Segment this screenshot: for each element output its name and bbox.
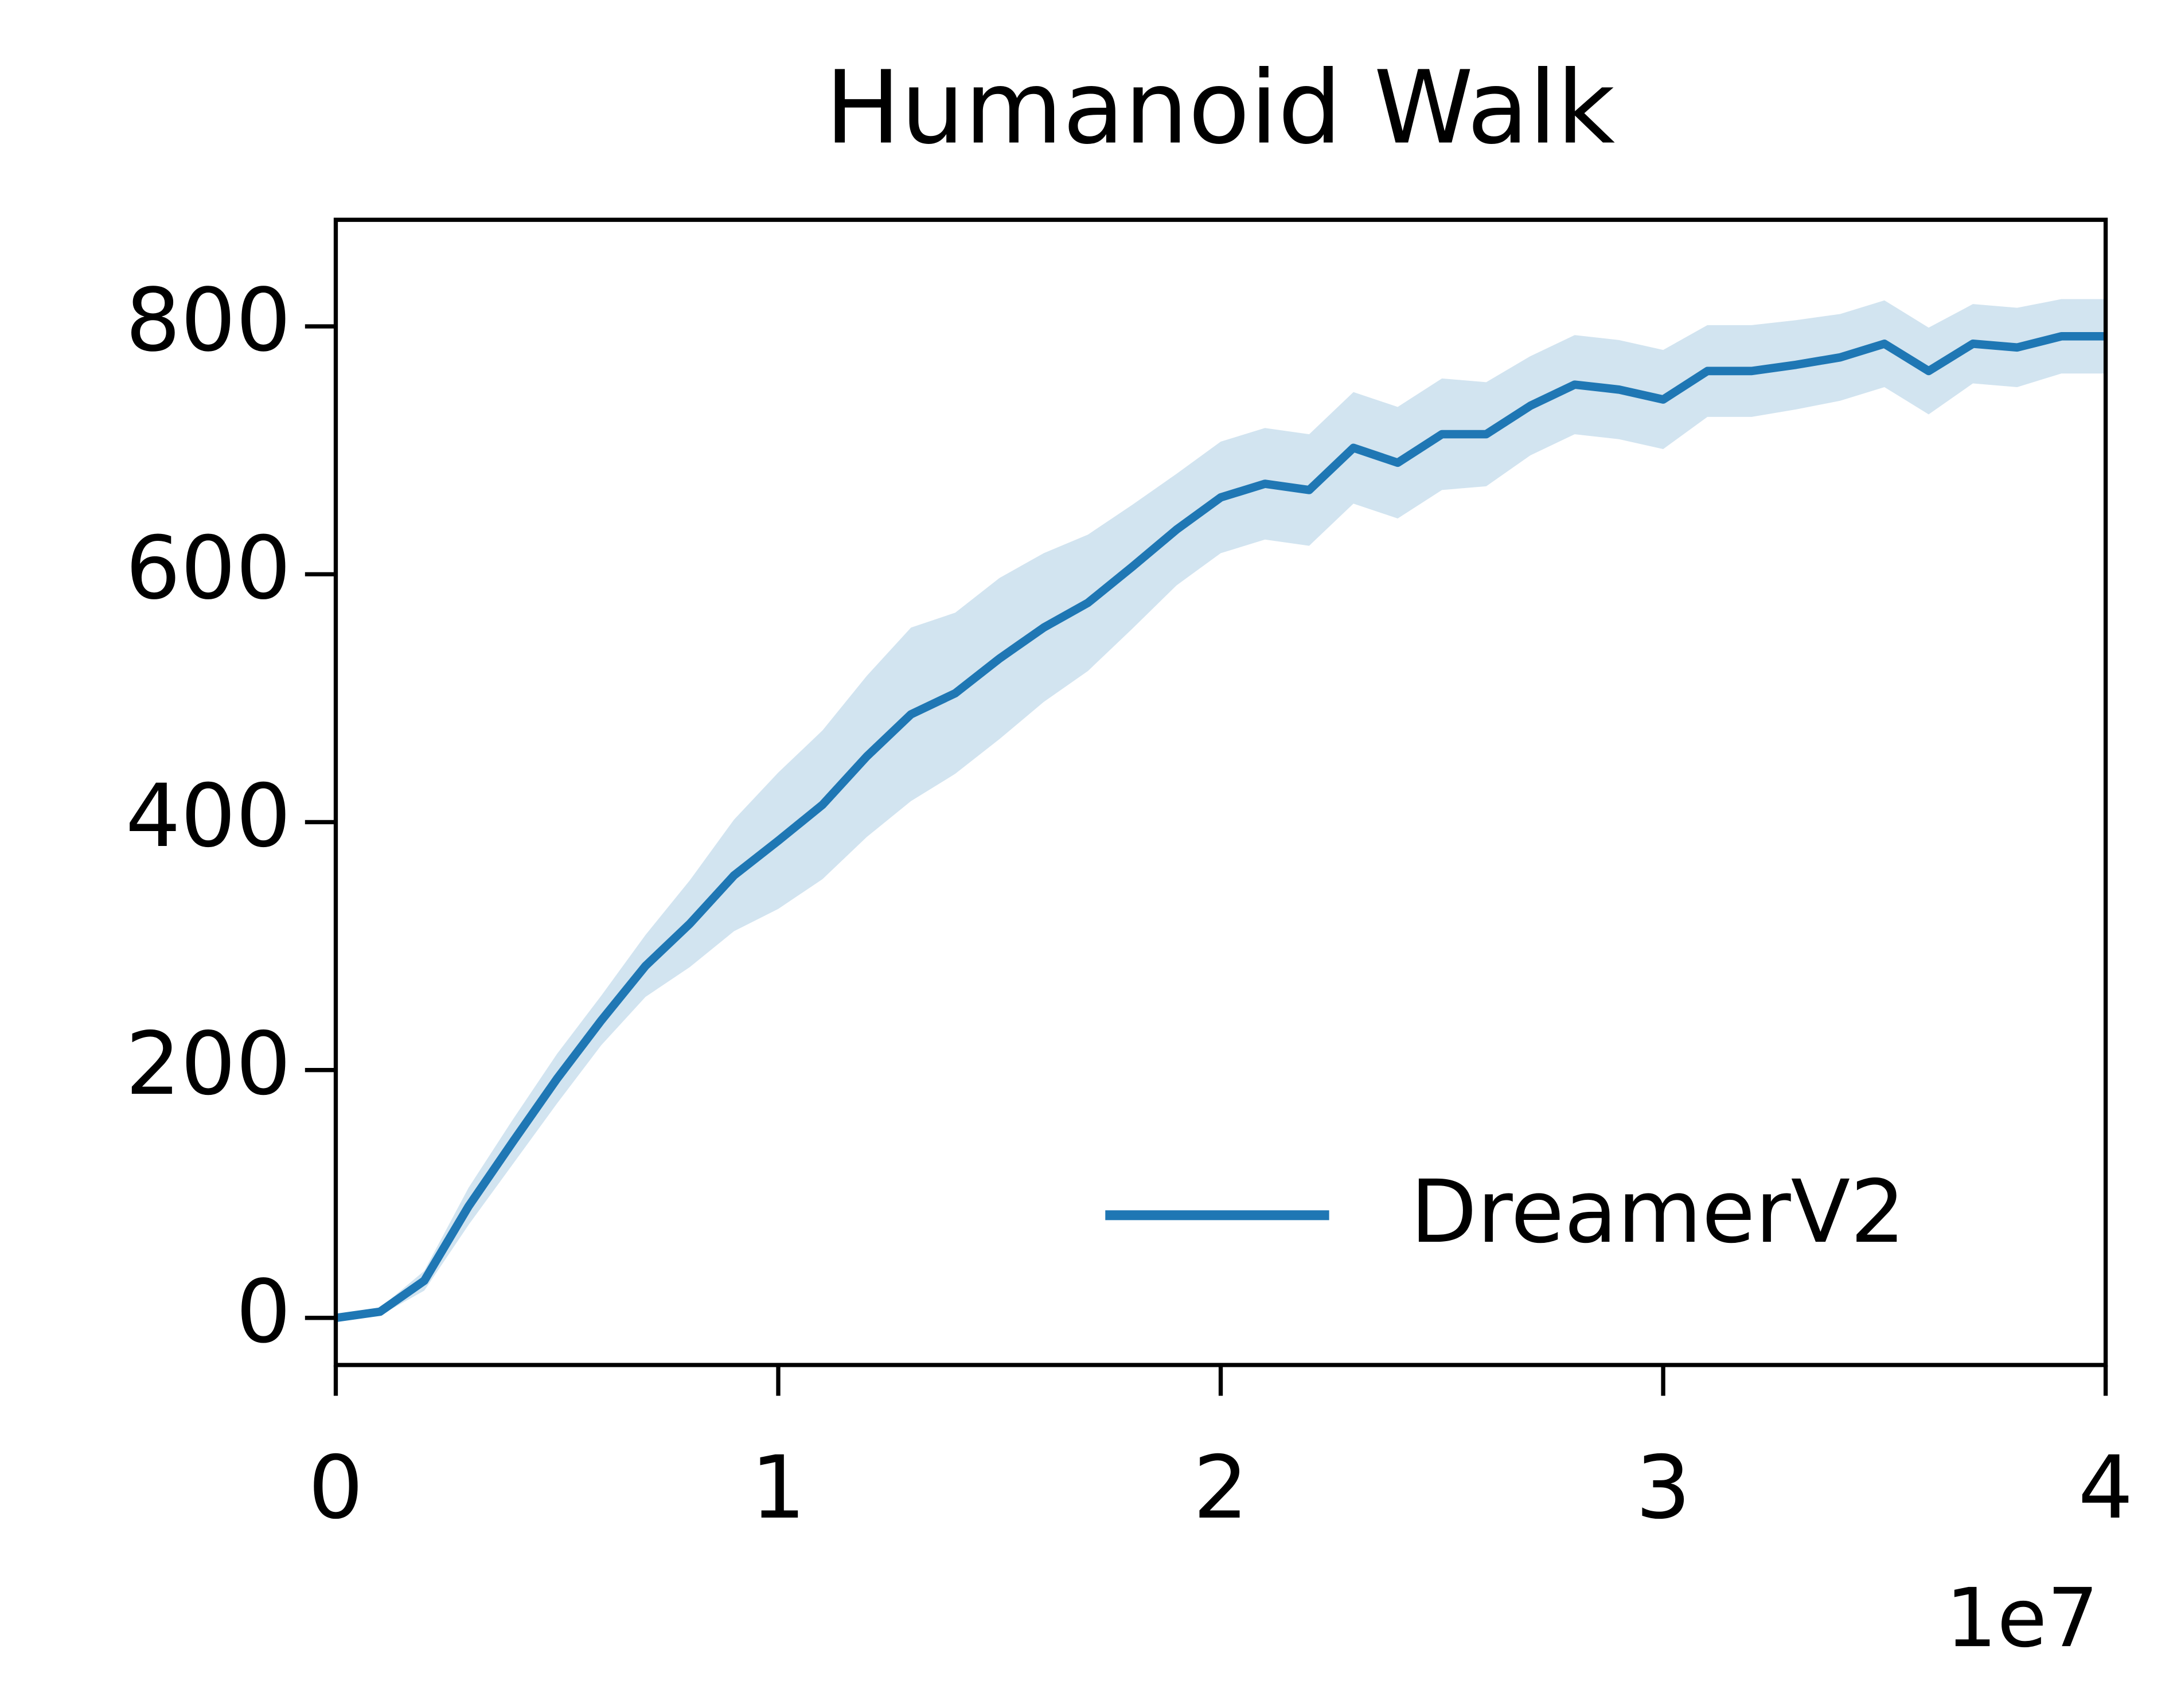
- x-tick-label: 0: [308, 1437, 363, 1538]
- x-tick-label: 1: [751, 1437, 806, 1538]
- legend-label: DreamerV2: [1410, 1161, 1905, 1262]
- confidence-band: [335, 299, 2106, 1318]
- y-tick-label: 400: [126, 766, 291, 867]
- y-tick-label: 0: [236, 1261, 291, 1362]
- x-tick-label: 4: [2078, 1437, 2133, 1538]
- y-tick-label: 800: [126, 270, 291, 371]
- y-tick-label: 200: [126, 1013, 291, 1114]
- x-tick-label: 2: [1193, 1437, 1248, 1538]
- chart-title: Humanoid Walk: [825, 49, 1616, 166]
- data-line: [335, 332, 2106, 1323]
- y-tick-label: 600: [126, 518, 291, 619]
- x-tick-label: 3: [1636, 1437, 1691, 1538]
- x-offset-label: 1e7: [1945, 1571, 2098, 1666]
